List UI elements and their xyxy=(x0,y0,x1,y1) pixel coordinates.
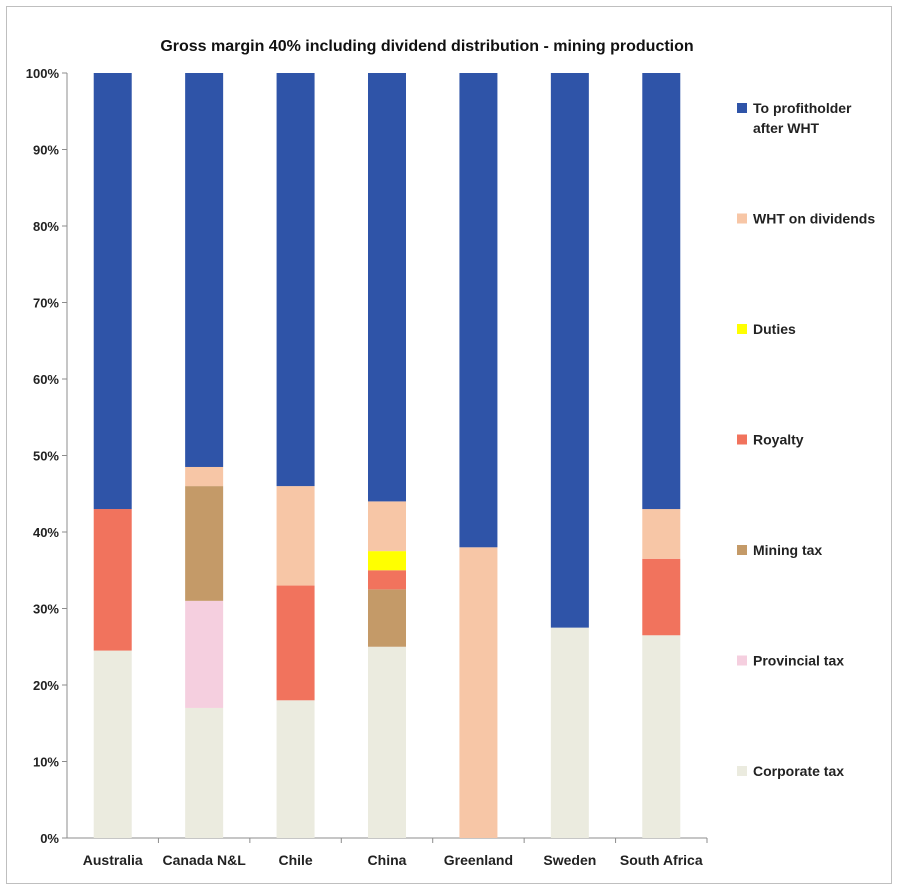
bars xyxy=(93,73,681,838)
bar-segment-china-mining-tax xyxy=(368,589,406,647)
legend-label-royalty: Royalty xyxy=(753,432,804,448)
bar-segment-canada-nandl-wht-on-dividends xyxy=(185,466,224,487)
bar-segment-chile-royalty xyxy=(276,585,315,701)
bar-segment-sweden-corporate-tax xyxy=(550,627,589,838)
x-tick-label-greenland: Greenland xyxy=(444,852,513,868)
y-tick-label: 40% xyxy=(33,525,59,540)
y-tick-label: 0% xyxy=(40,831,59,846)
x-tick-label-sweden: Sweden xyxy=(543,852,596,868)
legend-swatch-royalty xyxy=(737,434,747,445)
axes: 0% 10% 20% 30% 40% 50% 60% 70% 80% 90% 100% xyxy=(26,66,708,846)
x-tick-label-chile: Chile xyxy=(278,852,312,868)
bar-segment-south-africa-royalty xyxy=(642,558,681,636)
bar-segment-china-royalty xyxy=(368,570,406,590)
bar-segment-chile-corporate-tax xyxy=(276,700,315,838)
bar-segment-sweden-to-profitholder-after-wht xyxy=(550,73,589,628)
y-tick-label: 90% xyxy=(33,143,59,158)
bar-segment-china-wht-on-dividends xyxy=(368,501,406,552)
y-tick-label: 30% xyxy=(33,602,59,617)
legend-label-duties: Duties xyxy=(753,321,796,337)
bar-segment-canada-nandl-mining-tax xyxy=(185,486,224,601)
legend-swatch-to-profitholder-after-wht xyxy=(737,103,747,113)
chart-title: Gross margin 40% including dividend dist… xyxy=(160,38,693,55)
bar-segment-chile-wht-on-dividends xyxy=(276,486,315,586)
legend-swatch-provincial-tax xyxy=(737,655,747,666)
y-tick-label: 10% xyxy=(33,755,59,770)
legend: To profitholder after WHT WHT on dividends… xyxy=(737,100,875,779)
x-tick-label-south-africa: South Africa xyxy=(620,852,703,868)
legend-swatch-duties xyxy=(737,324,747,334)
legend-swatch-mining-tax xyxy=(737,545,747,555)
legend-label-corporate-tax: Corporate tax xyxy=(753,763,844,779)
legend-swatch-wht-on-dividends xyxy=(737,213,747,224)
bar-segment-chile-to-profitholder-after-wht xyxy=(276,73,315,487)
y-tick-label: 20% xyxy=(33,678,59,693)
bar-segment-south-africa-wht-on-dividends xyxy=(642,509,681,559)
bar-segment-canada-nandl-corporate-tax xyxy=(185,707,224,838)
bar-segment-australia-corporate-tax xyxy=(93,650,132,838)
x-axis-labels: Australia Canada N&L Chile China Greenland Sw… xyxy=(83,852,703,868)
y-tick-label: 50% xyxy=(33,449,59,464)
bar-segment-australia-royalty xyxy=(93,509,132,651)
chart-frame: Gross margin 40% including dividend dist… xyxy=(6,6,892,884)
x-tick-label-canada-nandl: Canada N&L xyxy=(163,852,247,868)
bar-segment-china-duties xyxy=(368,551,406,571)
y-tick-label: 70% xyxy=(33,296,59,311)
legend-label-to-profitholder-after-wht: To profitholder after WHT xyxy=(753,100,852,136)
bar-segment-greenland-wht-on-dividends xyxy=(459,547,498,838)
x-tick-label-australia: Australia xyxy=(83,852,143,868)
x-tick-label-china: China xyxy=(368,852,407,868)
y-tick-label: 60% xyxy=(33,372,59,387)
y-tick-label: 100% xyxy=(26,66,60,81)
bar-segment-canada-nandl-to-profitholder-after-wht xyxy=(185,73,224,467)
bar-segment-china-to-profitholder-after-wht xyxy=(368,73,406,502)
stacked-bar-chart: Gross margin 40% including dividend dist… xyxy=(26,38,876,868)
bar-segment-greenland-to-profitholder-after-wht xyxy=(459,73,498,548)
bar-segment-south-africa-to-profitholder-after-wht xyxy=(642,73,681,510)
legend-label-provincial-tax: Provincial tax xyxy=(753,653,844,669)
bar-segment-china-corporate-tax xyxy=(368,646,406,838)
bar-segment-canada-nandl-provincial-tax xyxy=(185,600,224,708)
y-tick-label: 80% xyxy=(33,219,59,234)
legend-label-mining-tax: Mining tax xyxy=(753,542,822,558)
bar-segment-south-africa-corporate-tax xyxy=(642,635,681,838)
legend-swatch-corporate-tax xyxy=(737,766,747,776)
bar-segment-australia-to-profitholder-after-wht xyxy=(93,73,132,510)
legend-label-wht-on-dividends: WHT on dividends xyxy=(753,211,875,227)
